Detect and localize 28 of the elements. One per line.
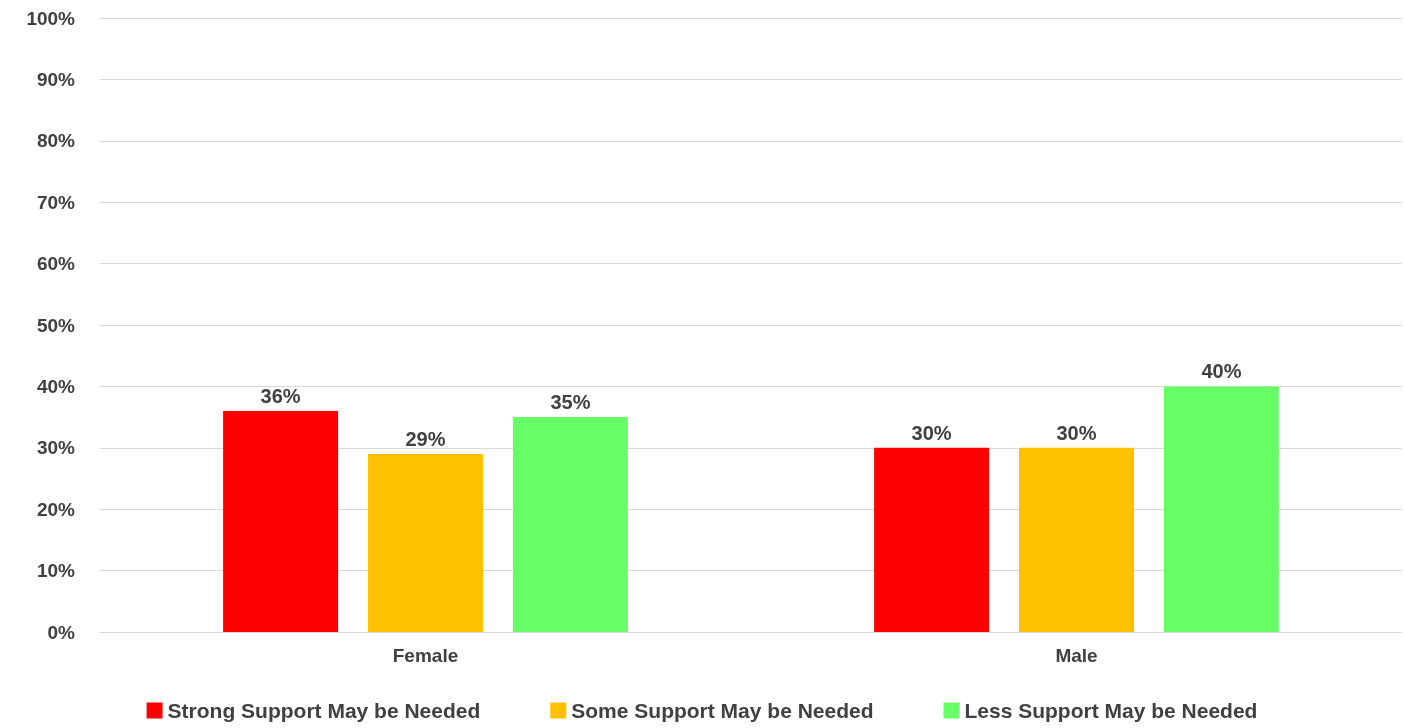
data-label: 35%: [550, 391, 591, 414]
y-tick-label: 30%: [36, 437, 76, 459]
data-label: 29%: [405, 427, 446, 450]
bar: [1019, 447, 1134, 632]
data-label: 40%: [1201, 360, 1242, 383]
legend-label: Less Support May be Needed: [964, 699, 1258, 722]
x-tick-label: Female: [392, 645, 459, 666]
data-label: 36%: [260, 384, 301, 407]
data-label: 30%: [911, 421, 952, 444]
y-tick-label: 50%: [36, 314, 76, 336]
y-tick-label: 70%: [36, 191, 76, 213]
bar: [1163, 386, 1279, 632]
y-tick-label: 90%: [36, 68, 76, 90]
y-tick-label: 100%: [26, 7, 76, 29]
bar: [512, 417, 628, 632]
y-tick-label: 40%: [36, 375, 76, 397]
y-tick-label: 20%: [36, 498, 76, 520]
bar: [368, 453, 483, 632]
legend-label: Strong Support May be Needed: [167, 699, 481, 722]
y-tick-label: 0%: [47, 621, 76, 643]
y-tick-label: 80%: [36, 130, 76, 152]
x-tick-label: Male: [1055, 645, 1098, 666]
data-label: 30%: [1056, 421, 1097, 444]
bar: [874, 447, 990, 632]
y-tick-label: 60%: [36, 253, 76, 275]
legend-label: Some Support May be Needed: [571, 699, 874, 722]
y-tick-label: 10%: [36, 560, 76, 582]
bar: [223, 410, 339, 632]
